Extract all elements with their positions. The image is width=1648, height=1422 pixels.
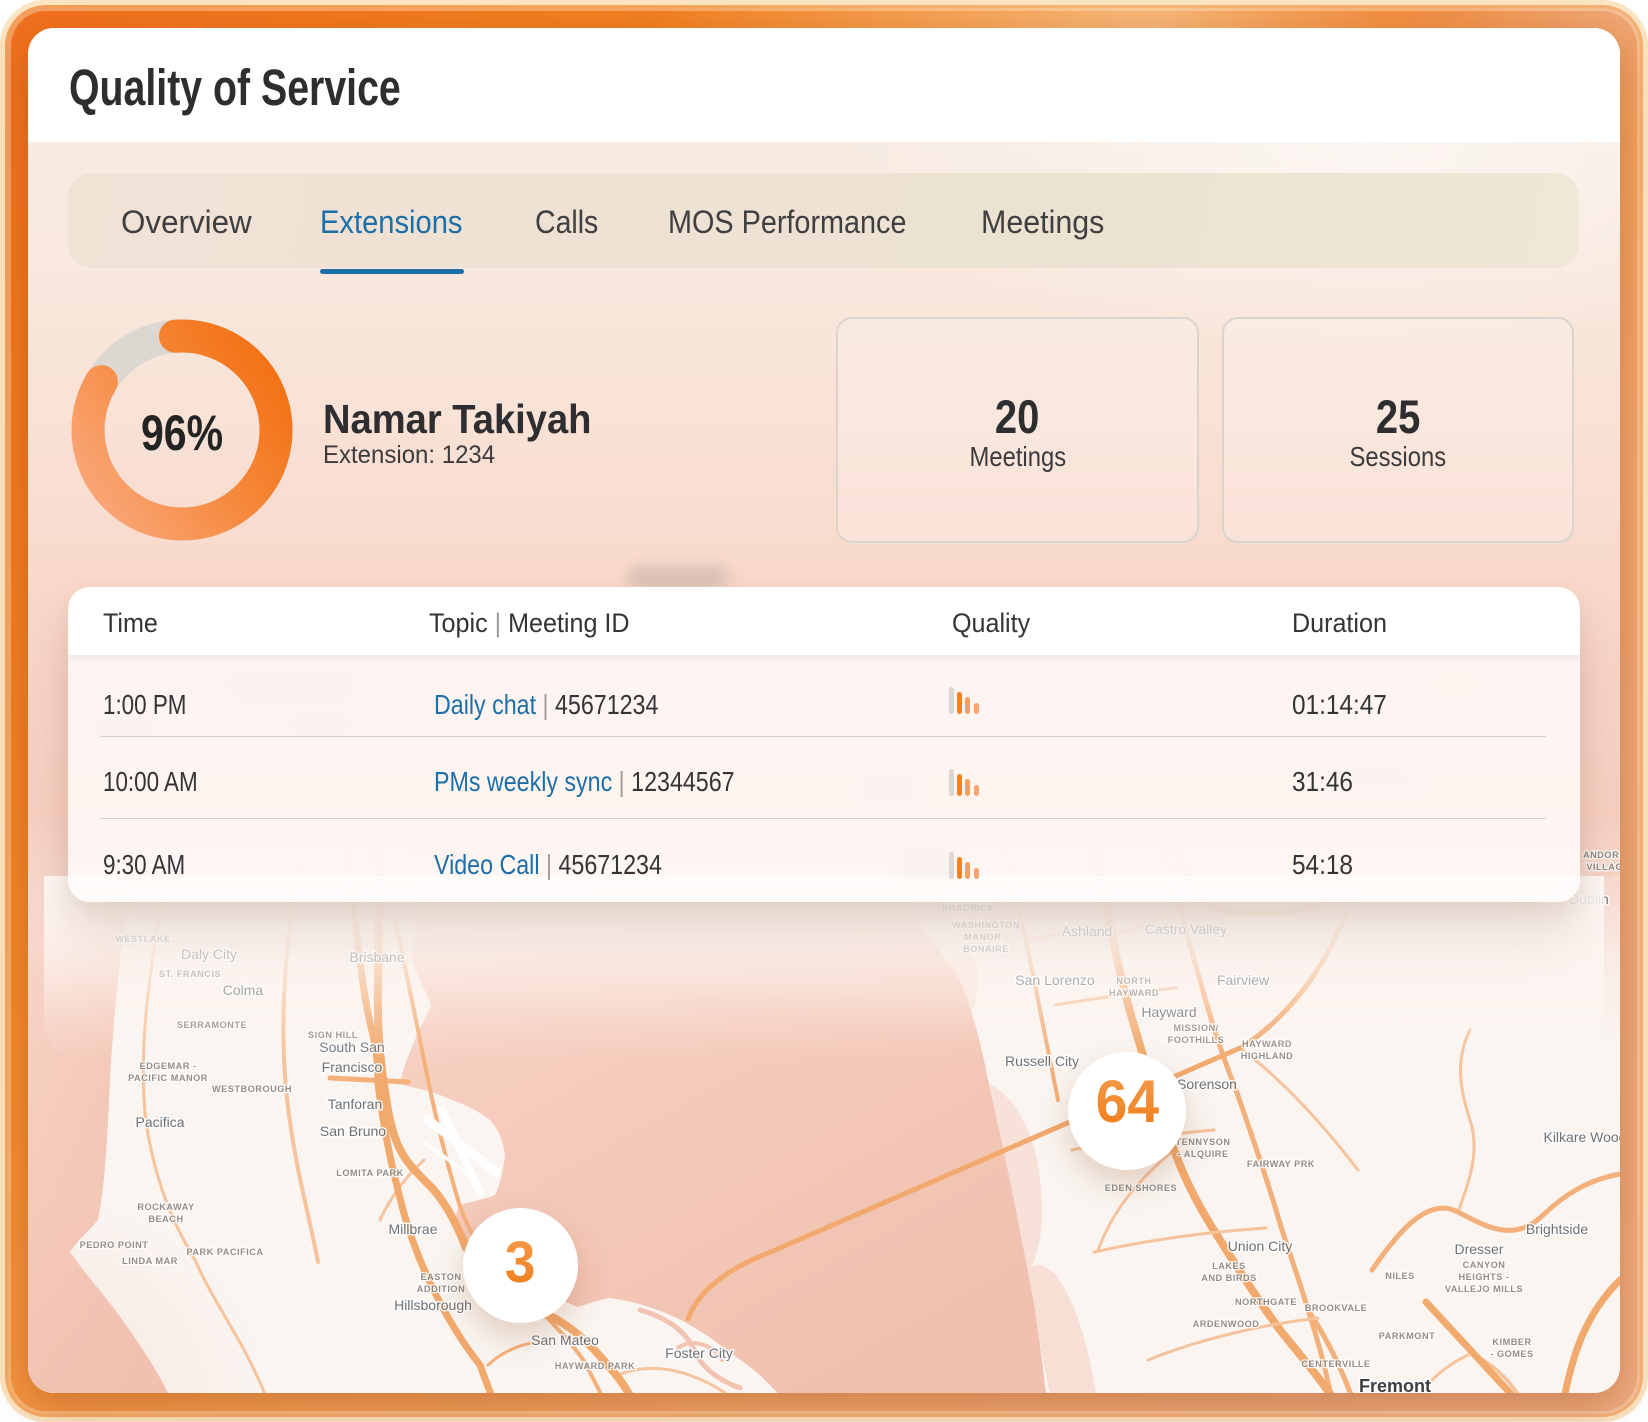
svg-text:Kilkare Wood: Kilkare Wood <box>1543 1129 1620 1145</box>
svg-text:LOMITA PARK: LOMITA PARK <box>336 1168 404 1178</box>
svg-text:FAIRWAY PRK: FAIRWAY PRK <box>1247 1159 1315 1169</box>
svg-text:- GOMES: - GOMES <box>1490 1349 1533 1359</box>
svg-text:ARDENWOOD: ARDENWOOD <box>1193 1319 1260 1329</box>
svg-text:HEIGHTS -: HEIGHTS - <box>1459 1272 1510 1282</box>
svg-text:LAKES: LAKES <box>1212 1261 1246 1271</box>
svg-text:NILES: NILES <box>1385 1271 1415 1281</box>
svg-text:BEACH: BEACH <box>148 1214 183 1224</box>
svg-text:HAYWARD PARK: HAYWARD PARK <box>555 1361 636 1371</box>
svg-text:Dresser: Dresser <box>1454 1241 1503 1257</box>
svg-text:EASTON: EASTON <box>420 1272 461 1282</box>
svg-text:Millbrae: Millbrae <box>388 1221 437 1237</box>
svg-text:San Bruno: San Bruno <box>320 1123 386 1139</box>
svg-text:VALLEJO MILLS: VALLEJO MILLS <box>1445 1284 1523 1294</box>
svg-text:BROOKVALE: BROOKVALE <box>1305 1303 1368 1313</box>
svg-text:TENNYSON: TENNYSON <box>1175 1137 1230 1147</box>
svg-text:Fremont: Fremont <box>1359 1376 1431 1393</box>
svg-text:CANYON: CANYON <box>1463 1260 1506 1270</box>
svg-text:CENTERVILLE: CENTERVILLE <box>1301 1359 1370 1369</box>
svg-text:Francisco: Francisco <box>322 1059 383 1075</box>
svg-text:PARK PACIFICA: PARK PACIFICA <box>186 1247 263 1257</box>
svg-text:Hillsborough: Hillsborough <box>394 1297 472 1313</box>
svg-text:EDEN SHORES: EDEN SHORES <box>1105 1183 1177 1193</box>
svg-text:PEDRO POINT: PEDRO POINT <box>80 1240 149 1250</box>
svg-text:Tanforan: Tanforan <box>328 1096 382 1112</box>
svg-text:NORTHGATE: NORTHGATE <box>1235 1297 1297 1307</box>
svg-text:Brightside: Brightside <box>1526 1221 1588 1237</box>
svg-text:ANDORSK: ANDORSK <box>1583 850 1620 860</box>
svg-text:EDGEMAR -: EDGEMAR - <box>139 1061 196 1071</box>
svg-text:WESTBOROUGH: WESTBOROUGH <box>212 1084 292 1094</box>
svg-text:Pacifica: Pacifica <box>135 1114 184 1130</box>
svg-text:San Mateo: San Mateo <box>531 1332 599 1348</box>
svg-text:KIMBER: KIMBER <box>1492 1337 1531 1347</box>
svg-text:VILLAGE: VILLAGE <box>1586 862 1620 872</box>
svg-text:ROCKAWAY: ROCKAWAY <box>137 1202 194 1212</box>
svg-text:ADDITION: ADDITION <box>417 1284 465 1294</box>
svg-text:- ALQUIRE: - ALQUIRE <box>1177 1149 1228 1159</box>
svg-text:AND BIRDS: AND BIRDS <box>1201 1273 1257 1283</box>
svg-text:LINDA MAR: LINDA MAR <box>122 1256 178 1266</box>
svg-text:PACIFIC MANOR: PACIFIC MANOR <box>128 1073 208 1083</box>
svg-text:PARKMONT: PARKMONT <box>1379 1331 1435 1341</box>
svg-text:Foster City: Foster City <box>665 1345 733 1361</box>
svg-text:Union City: Union City <box>1228 1238 1293 1254</box>
svg-text:Sorenson: Sorenson <box>1177 1076 1237 1092</box>
